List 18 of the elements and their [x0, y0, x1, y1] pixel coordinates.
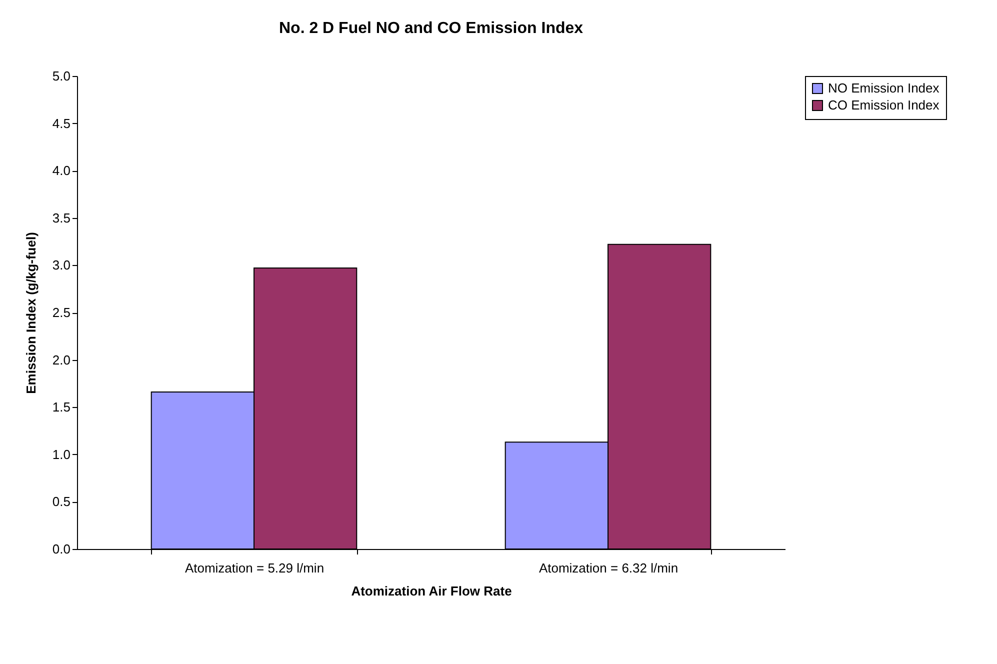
- y-tick-label: 3.0: [52, 258, 70, 273]
- x-tick-label: Atomization = 6.32 l/min: [538, 560, 678, 576]
- y-tick-label: 1.5: [52, 400, 70, 415]
- chart-title: No. 2 D Fuel NO and CO Emission Index: [278, 20, 584, 37]
- x-axis-title: Atomization Air Flow Rate: [351, 584, 512, 598]
- y-tick-label: 1.0: [52, 446, 70, 462]
- y-tick-label: 0.5: [52, 494, 70, 510]
- y-tick-label: 0.0: [52, 542, 70, 556]
- y-tick-label: 2.5: [52, 305, 70, 320]
- y-tick-label: 5.0: [52, 68, 70, 84]
- y-tick-label: 3.5: [52, 210, 70, 226]
- y-axis-title: Emission Index (g/kg-fuel): [23, 232, 38, 394]
- legend-label: NO Emission Index: [828, 80, 940, 96]
- y-tick-label: 4.5: [52, 116, 70, 131]
- y-tick-label: 2.0: [52, 352, 70, 368]
- legend-label: CO Emission Index: [828, 98, 940, 112]
- y-tick-label: 4.0: [52, 163, 70, 178]
- x-tick-label: Atomization = 5.29 l/min: [184, 560, 324, 576]
